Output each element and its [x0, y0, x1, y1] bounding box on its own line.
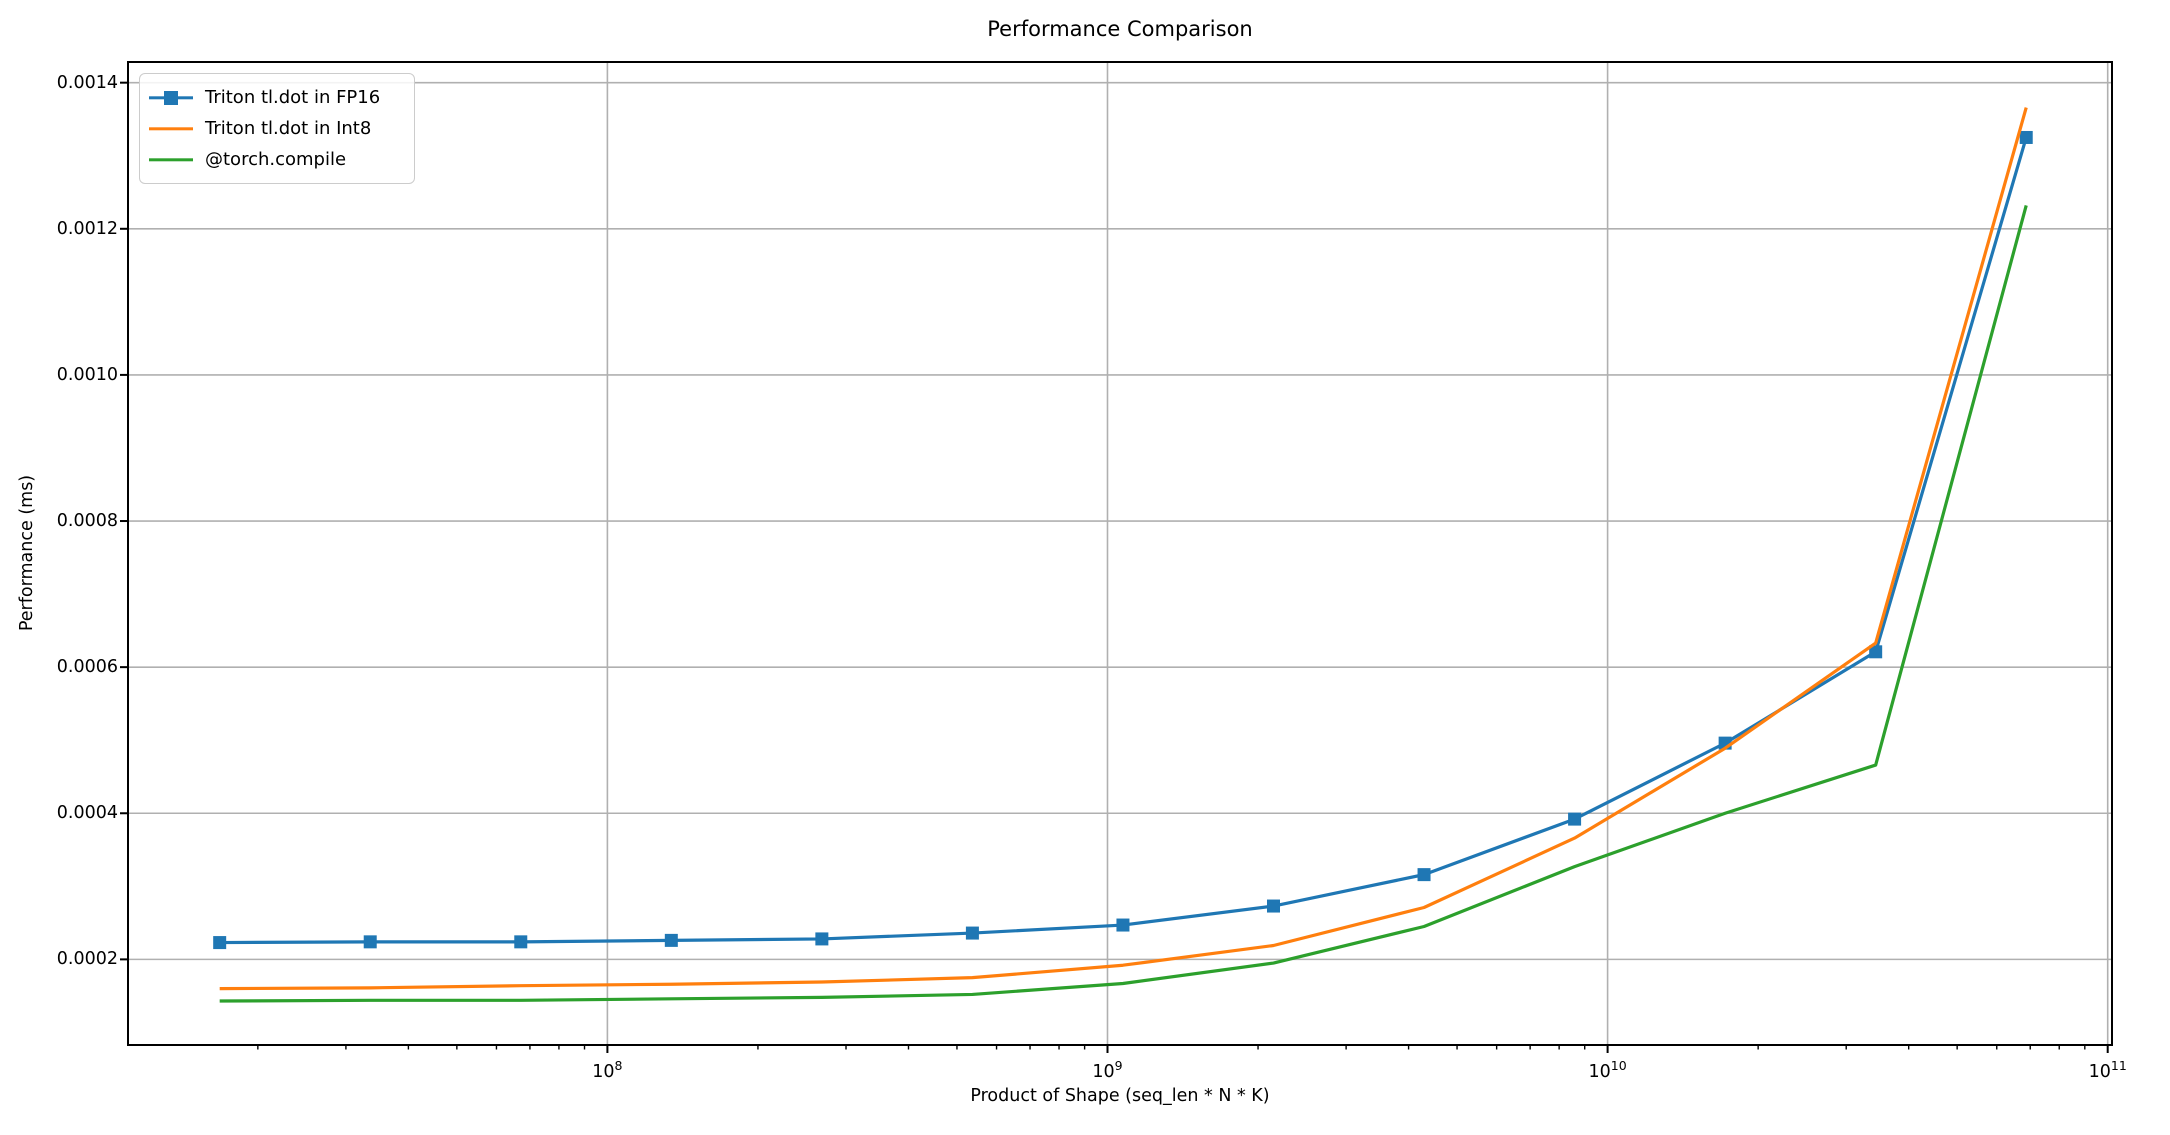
series-marker — [1568, 812, 1582, 826]
series-marker — [965, 926, 979, 940]
series-line-0 — [219, 137, 2028, 945]
legend-swatch-line-square-icon — [149, 90, 193, 105]
y-tick-label: 0.0014 — [56, 72, 118, 93]
series-marker — [664, 933, 678, 947]
legend: Triton tl.dot in FP16 Triton tl.dot in I… — [139, 73, 415, 184]
x-axis-label: Product of Shape (seq_len * N * K) — [970, 1086, 1270, 1106]
series-marker — [1266, 899, 1280, 913]
legend-item-torch-compile: @torch.compile — [149, 144, 402, 175]
series-marker — [1116, 918, 1130, 932]
series-marker — [363, 935, 377, 949]
legend-swatch-line-icon — [149, 122, 193, 136]
y-tick-label: 0.0010 — [56, 364, 118, 385]
y-axis-label: Performance (ms) — [17, 474, 37, 632]
y-tick-label: 0.0008 — [56, 511, 118, 532]
series-marker — [1869, 645, 1883, 659]
series-line-1 — [219, 107, 2028, 991]
legend-item-fp16: Triton tl.dot in FP16 — [149, 82, 402, 113]
x-tick-label: 1011 — [2088, 1058, 2127, 1082]
legend-swatch-line-icon — [149, 153, 193, 167]
legend-label-fp16: Triton tl.dot in FP16 — [205, 86, 381, 108]
series-marker — [2019, 130, 2033, 144]
x-tick-label: 1010 — [1588, 1058, 1627, 1082]
series-marker — [815, 932, 829, 946]
series-marker — [514, 935, 528, 949]
y-tick-label: 0.0002 — [56, 949, 118, 970]
y-tick-label: 0.0006 — [56, 657, 118, 678]
axes-frame — [127, 61, 2113, 1046]
x-tick-label: 109 — [1092, 1058, 1123, 1082]
y-tick-label: 0.0012 — [56, 218, 118, 239]
legend-label-int8: Triton tl.dot in Int8 — [205, 117, 372, 139]
series-marker — [213, 936, 227, 950]
x-tick-label: 108 — [592, 1058, 623, 1082]
legend-item-int8: Triton tl.dot in Int8 — [149, 113, 402, 144]
y-tick-label: 0.0004 — [56, 803, 118, 824]
chart-title: Performance Comparison — [987, 17, 1253, 41]
legend-label-torch-compile: @torch.compile — [205, 148, 347, 170]
series-line-2 — [219, 204, 2028, 1003]
series-marker — [1417, 868, 1431, 882]
